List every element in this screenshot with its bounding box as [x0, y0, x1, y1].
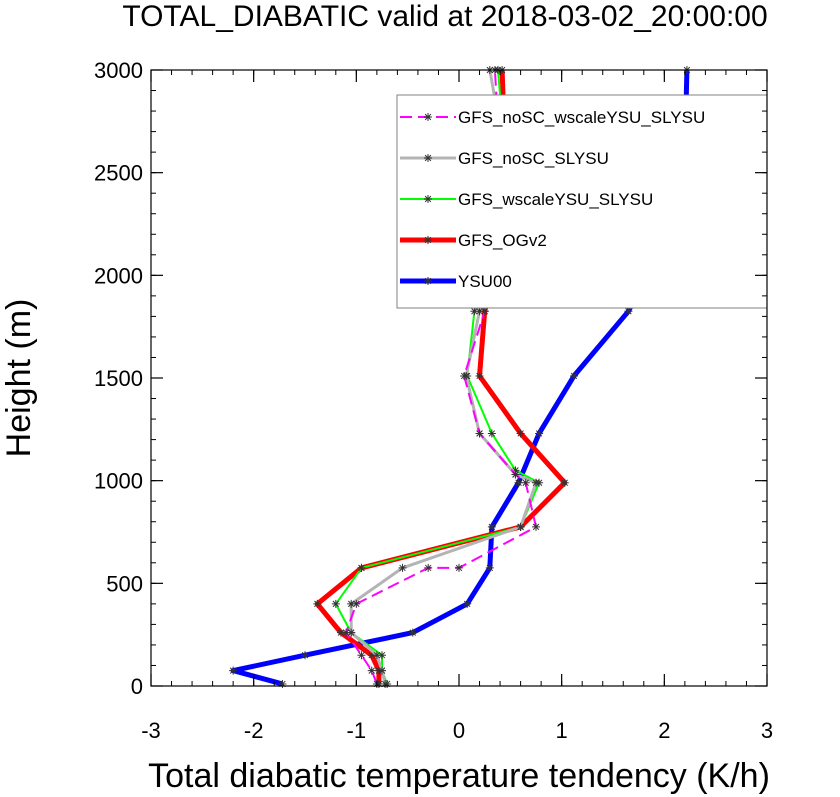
legend-entry: GFS_noSC_wscaleYSU_SLYSU	[400, 108, 705, 127]
data-point	[357, 563, 366, 572]
legend-marker	[424, 195, 432, 203]
x-tick-label: 0	[453, 718, 465, 743]
legend-box	[396, 94, 768, 309]
tick-layer: -3 -2 -1 0 1 2 3 0 500 1000 1500 2000 2500 3000	[94, 58, 773, 743]
legend-entry: GFS_OGv2	[400, 231, 547, 250]
data-point	[460, 371, 469, 380]
y-tick-label: 2000	[94, 263, 143, 288]
data-point	[569, 371, 578, 380]
legend-marker	[424, 113, 432, 121]
y-tick-label: 1000	[94, 469, 143, 494]
y-tick-label: 1500	[94, 366, 143, 391]
y-tick-label: 0	[131, 674, 143, 699]
x-tick-label: 1	[556, 718, 568, 743]
data-point	[372, 651, 381, 660]
y-axis-title: Height (m)	[0, 299, 38, 458]
data-point	[624, 307, 633, 316]
data-point	[229, 666, 238, 675]
x-axis-title: Total diabatic temperature tendency (K/h…	[148, 757, 770, 795]
chart-title: TOTAL_DIABATIC valid at 2018-03-02_20:00…	[122, 0, 767, 33]
data-point	[487, 522, 496, 531]
data-point	[475, 429, 484, 438]
data-point	[367, 666, 376, 675]
x-tick-label: -2	[244, 718, 264, 743]
data-point	[521, 478, 530, 487]
data-point	[514, 478, 523, 487]
data-point	[381, 679, 390, 688]
legend-label: GFS_OGv2	[458, 231, 547, 250]
data-point	[475, 307, 484, 316]
data-point	[367, 651, 376, 660]
data-point	[352, 599, 361, 608]
data-point	[532, 478, 540, 487]
legend-label: GFS_noSC_SLYSU	[458, 149, 609, 168]
data-point	[511, 470, 520, 479]
x-tick-label: -1	[347, 718, 367, 743]
data-point	[487, 429, 496, 438]
data-point	[475, 371, 484, 380]
data-point	[485, 563, 494, 572]
legend-marker	[424, 236, 432, 244]
legend-marker	[424, 277, 432, 285]
data-point	[342, 628, 351, 637]
legend: GFS_noSC_wscaleYSU_SLYSU GFS_noSC_SLYSU GF…	[396, 94, 768, 309]
data-point	[313, 599, 322, 608]
data-point	[408, 628, 417, 637]
data-point	[516, 429, 525, 438]
data-point	[424, 563, 433, 572]
data-point	[301, 651, 309, 660]
legend-entry: GFS_noSC_SLYSU	[400, 149, 609, 168]
data-point	[347, 628, 356, 637]
y-tick-label: 2500	[94, 161, 143, 186]
x-tick-label: -3	[141, 718, 161, 743]
data-point	[378, 651, 386, 660]
legend-label: GFS_wscaleYSU_SLYSU	[458, 190, 653, 209]
data-point	[347, 599, 356, 608]
data-point	[398, 563, 407, 572]
data-point	[278, 679, 287, 688]
legend-entry: GFS_wscaleYSU_SLYSU	[400, 190, 653, 209]
data-point	[357, 651, 366, 660]
data-point	[463, 599, 472, 608]
legend-label: GFS_noSC_wscaleYSU_SLYSU	[458, 108, 705, 127]
legend-marker	[424, 154, 432, 162]
data-point	[470, 307, 479, 316]
data-point	[480, 307, 489, 316]
legend-entry: YSU00	[400, 272, 512, 291]
data-point	[532, 522, 540, 531]
data-point	[560, 478, 569, 487]
data-point	[378, 666, 386, 675]
data-point	[331, 599, 340, 608]
data-point	[336, 628, 345, 637]
legend-label: YSU00	[458, 272, 512, 291]
data-point	[535, 429, 544, 438]
data-point	[511, 466, 520, 475]
y-tick-label: 500	[106, 571, 143, 596]
data-point	[455, 563, 463, 572]
x-tick-label: 3	[761, 718, 773, 743]
x-tick-label: 2	[658, 718, 670, 743]
data-point	[516, 522, 525, 531]
y-tick-label: 3000	[94, 58, 143, 83]
